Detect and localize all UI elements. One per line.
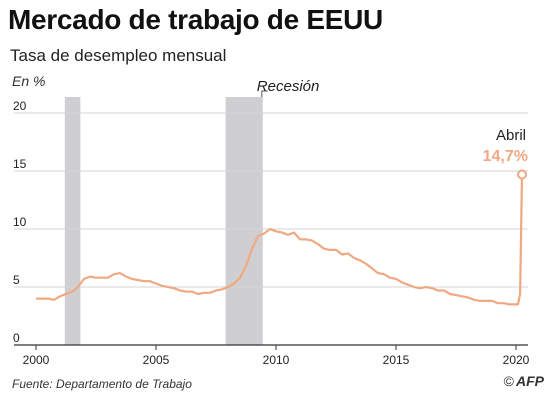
x-tick-label-2015: 2015 bbox=[383, 353, 410, 367]
x-tick-label-2010: 2010 bbox=[263, 353, 290, 367]
y-tick-label-20: 20 bbox=[13, 99, 27, 113]
y-tick-label-15: 15 bbox=[13, 157, 27, 171]
source-note: Fuente: Departamento de Trabajo bbox=[12, 377, 192, 391]
april-annotation: Abril 14,7% bbox=[483, 127, 528, 180]
gridlines bbox=[14, 112, 528, 288]
april-marker bbox=[517, 169, 527, 180]
y-tick-label-10: 10 bbox=[13, 215, 27, 229]
recession-label-bracket bbox=[261, 90, 268, 97]
recession-legend: Recesión bbox=[257, 78, 320, 97]
afp-logo: AFP bbox=[516, 373, 544, 389]
chart-title: Mercado de trabajo de EEUU bbox=[8, 4, 383, 35]
chart-subtitle: Tasa de desempleo mensual bbox=[10, 46, 227, 65]
afp-credit: © AFP bbox=[504, 373, 544, 389]
copyright-symbol: © bbox=[503, 373, 514, 389]
recession-label: Recesión bbox=[257, 78, 320, 95]
recession-band-2 bbox=[225, 97, 263, 345]
x-tick-label-2000: 2000 bbox=[23, 353, 50, 367]
x-axis: 2000 2005 2010 2015 2020 bbox=[14, 344, 530, 367]
x-tick-label-2005: 2005 bbox=[143, 353, 170, 367]
recession-band-1 bbox=[64, 97, 81, 345]
y-axis-ticks: 0 5 10 15 20 bbox=[13, 99, 27, 345]
y-tick-label-5: 5 bbox=[13, 273, 20, 287]
april-label: Abril bbox=[496, 127, 526, 144]
unemployment-series bbox=[36, 174, 524, 306]
recession-bands bbox=[64, 97, 263, 345]
unemployment-rate-line bbox=[36, 174, 524, 306]
april-value-label: 14,7% bbox=[483, 148, 528, 165]
y-tick-label-0: 0 bbox=[13, 331, 20, 345]
x-tick-label-2020: 2020 bbox=[503, 353, 530, 367]
y-axis-unit-label: En % bbox=[12, 73, 46, 89]
